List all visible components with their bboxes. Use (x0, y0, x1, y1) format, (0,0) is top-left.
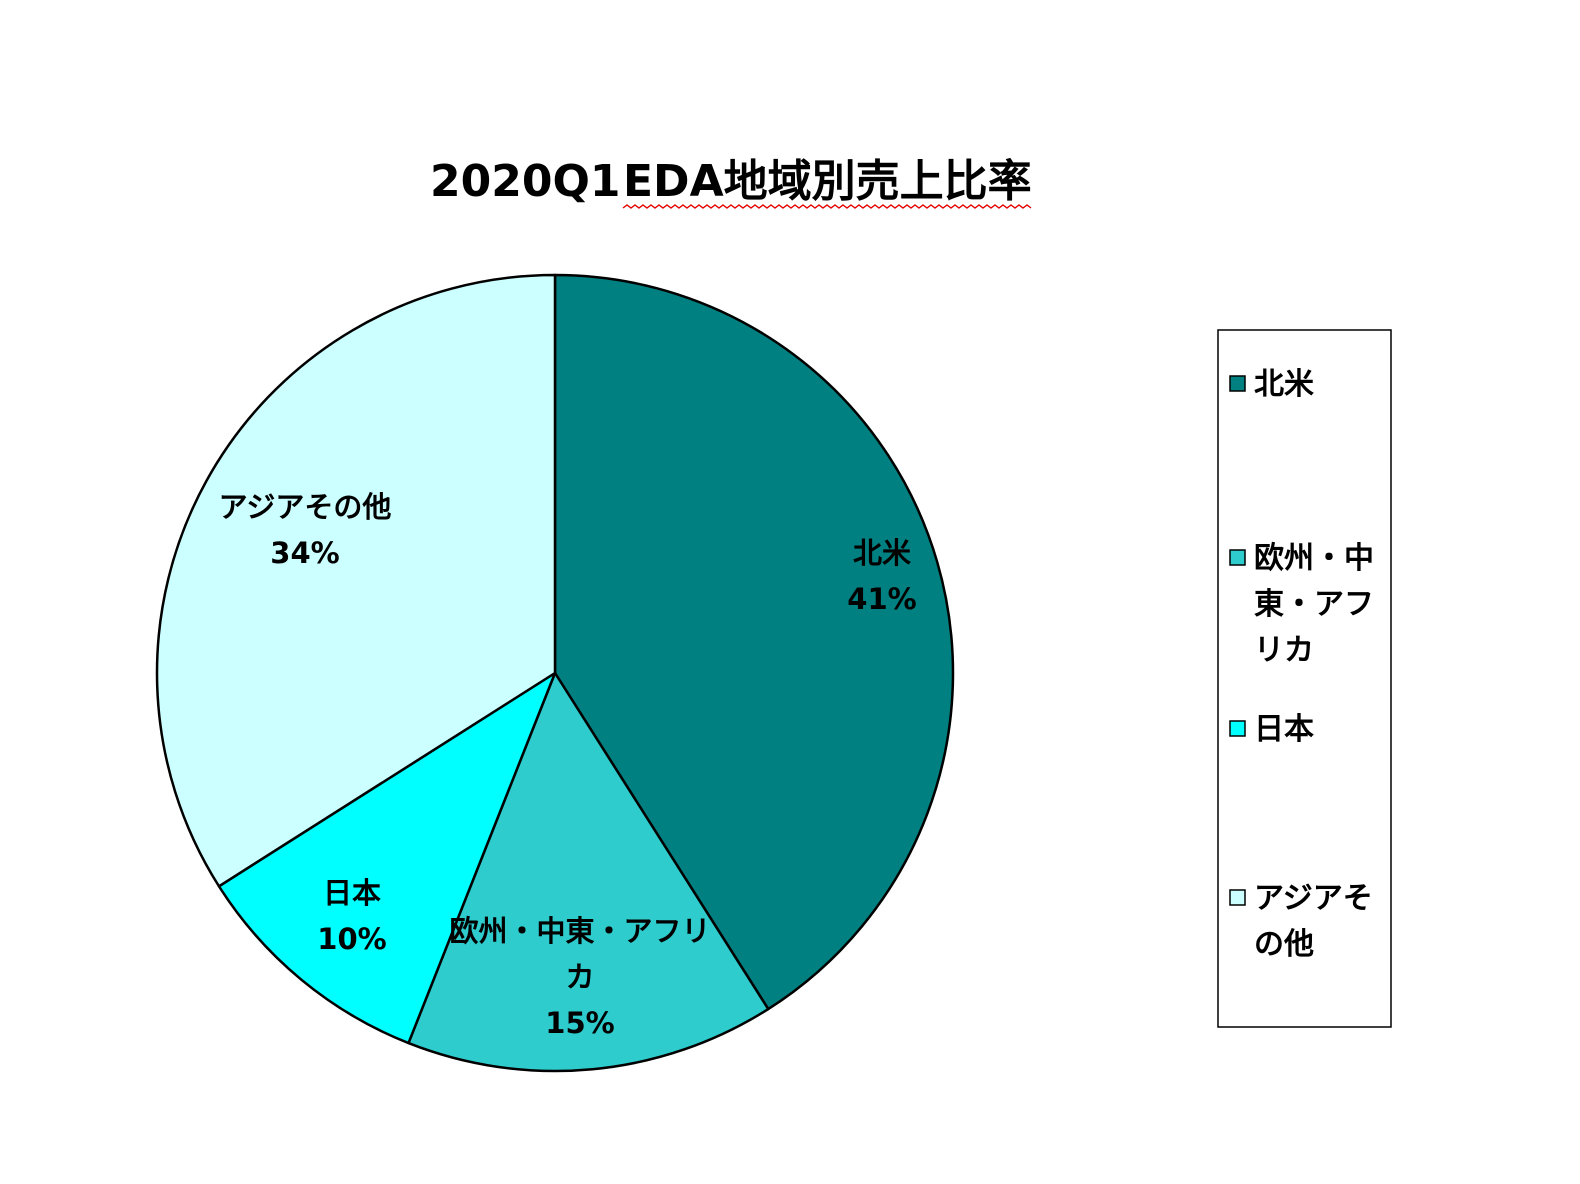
slice-value-label: 15% (545, 1006, 614, 1040)
legend-swatch (1229, 720, 1246, 737)
legend-label: アジアそ (1254, 881, 1373, 916)
slice-value-label: 10% (317, 922, 386, 956)
slice-value-label: 34% (270, 536, 339, 570)
pie-slice (217, 671, 557, 1045)
slice-name-label: 日本 (323, 876, 381, 910)
slice-value-label: 41% (847, 582, 916, 616)
legend-swatch (1229, 889, 1246, 906)
spellcheck-underline (622, 204, 1032, 209)
legend-label: 欧州・中 (1254, 541, 1374, 576)
slice-name-label: カ (565, 960, 594, 994)
chart-title: 2020Q1 EDA地域別売上比率 (430, 156, 1032, 209)
pie-slice (155, 273, 557, 888)
legend-label: の他 (1254, 927, 1314, 962)
legend-swatch (1229, 375, 1246, 392)
slice-name-label: 欧州・中東・アフリ (449, 914, 710, 948)
legend-swatch (1229, 549, 1246, 566)
chart-title-period: 2020Q1 (430, 156, 620, 207)
legend-label: リカ (1254, 633, 1314, 668)
slice-name-label: 北米 (853, 536, 911, 570)
pie-slice (553, 273, 955, 1011)
pie-slice (407, 671, 770, 1073)
chart-title-main: EDA地域別売上比率 (623, 156, 1032, 207)
legend-label: 北米 (1254, 367, 1314, 402)
pie-chart (155, 273, 955, 1073)
legend-label: 東・アフ (1254, 587, 1374, 622)
legend-label: 日本 (1254, 712, 1314, 747)
slice-name-label: アジアその他 (219, 490, 392, 524)
legend-box (1217, 329, 1392, 1028)
